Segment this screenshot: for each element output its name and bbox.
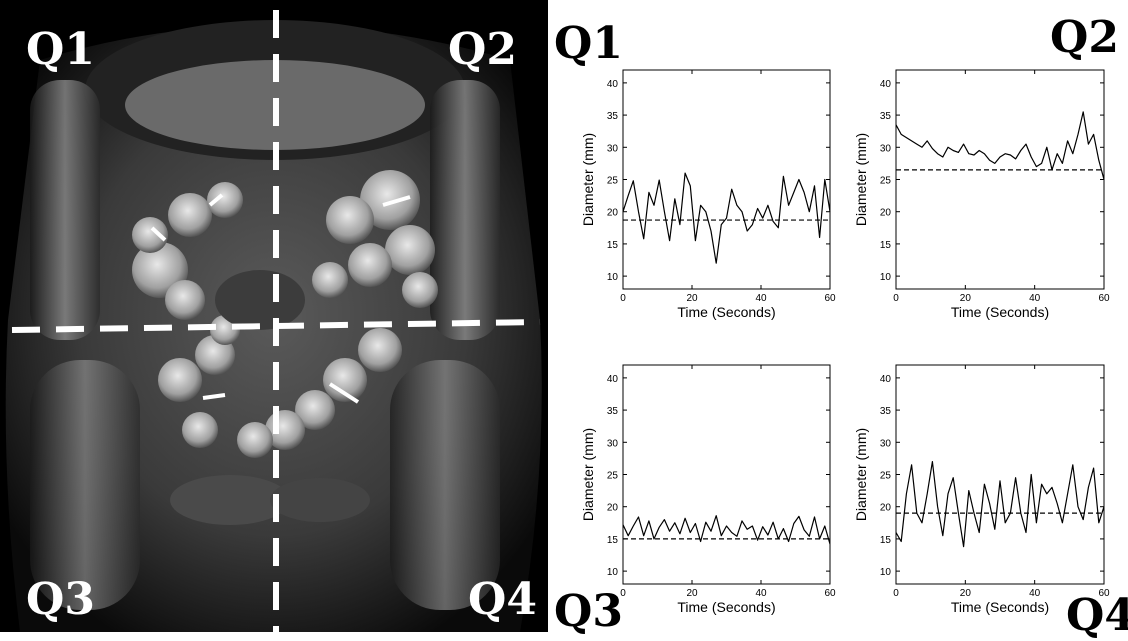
diameter-series-line — [895, 461, 1105, 548]
y-tick-label: 20 — [880, 503, 892, 514]
x-tick-label: 40 — [755, 293, 767, 304]
y-axis-label: Diameter (mm) — [580, 133, 596, 226]
chart-q3: 10 15 20 25 30 35 40 0 20 40 60 Time (Seconds) Diame… — [580, 364, 836, 615]
y-tick-label: 20 — [880, 208, 892, 219]
x-tick-label: 60 — [824, 293, 836, 304]
panel-label-q4: Q4 — [1066, 590, 1128, 641]
y-axis-label: Diameter (mm) — [853, 133, 869, 226]
y-tick-label: 25 — [607, 176, 619, 187]
y-tick-label: 35 — [607, 111, 619, 122]
y-tick-label: 35 — [880, 111, 892, 122]
x-tick-label: 20 — [960, 588, 972, 599]
y-tick-label: 30 — [880, 143, 892, 154]
y-tick-label: 40 — [607, 79, 619, 90]
panel-label-q3: Q3 — [554, 586, 623, 637]
y-tick-label: 10 — [607, 272, 619, 283]
charts-area: 10 15 20 25 30 35 40 0 20 40 60 Time (Seconds) Diame… — [580, 69, 1110, 615]
plot-frame — [895, 69, 1105, 290]
image-label-q4: Q4 — [468, 574, 537, 625]
right-lower-muscle — [390, 360, 500, 610]
y-tick-label: 25 — [880, 176, 892, 187]
x-tick-label: 60 — [1098, 293, 1110, 304]
x-tick-label: 60 — [1098, 588, 1110, 599]
x-axis-label: Time (Seconds) — [951, 304, 1049, 320]
y-tick-label: 30 — [607, 143, 619, 154]
left-muscle — [30, 80, 100, 340]
chart-q2: 10 15 20 25 30 35 40 0 20 40 60 Time (Seconds) Diame… — [853, 69, 1110, 320]
plot-frame — [622, 364, 831, 585]
x-tick-label: 20 — [686, 588, 698, 599]
left-lower-muscle — [30, 360, 140, 610]
x-tick-label: 60 — [824, 588, 836, 599]
horizontal-divider — [11, 319, 541, 333]
y-tick-label: 40 — [607, 374, 619, 385]
measurement-marks — [150, 193, 411, 404]
mri-scan-svg — [0, 0, 548, 632]
panel-label-q1: Q1 — [554, 18, 623, 69]
image-label-q3: Q3 — [26, 574, 95, 625]
y-tick-label: 15 — [607, 535, 619, 546]
chart-q4: 10 15 20 25 30 35 40 0 20 40 60 Time (Seconds) Diame… — [853, 364, 1110, 615]
plot-frame — [895, 364, 1105, 585]
x-tick-label: 0 — [620, 588, 626, 599]
diameter-series-line — [895, 111, 1105, 180]
x-axis-label: Time (Seconds) — [677, 304, 775, 320]
x-tick-label: 0 — [620, 293, 626, 304]
y-tick-label: 10 — [607, 567, 619, 578]
x-axis-label: Time (Seconds) — [951, 599, 1049, 615]
mri-image: Q1 Q2 Q3 Q4 — [0, 0, 548, 632]
panel-label-q2: Q2 — [1050, 12, 1119, 63]
diameter-series-line — [622, 172, 831, 264]
image-label-q2: Q2 — [448, 24, 517, 75]
x-tick-label: 20 — [960, 293, 972, 304]
right-muscle — [430, 80, 500, 340]
x-tick-label: 40 — [1029, 293, 1041, 304]
diameter-series-line — [622, 515, 831, 545]
y-tick-label: 15 — [607, 240, 619, 251]
y-axis-label: Diameter (mm) — [853, 428, 869, 521]
x-tick-label: 0 — [893, 293, 899, 304]
x-tick-label: 20 — [686, 293, 698, 304]
y-tick-label: 20 — [607, 208, 619, 219]
bowel-loops — [132, 170, 438, 525]
x-axis-label: Time (Seconds) — [677, 599, 775, 615]
y-axis-label: Diameter (mm) — [580, 428, 596, 521]
y-tick-label: 30 — [880, 438, 892, 449]
y-tick-label: 20 — [607, 503, 619, 514]
y-tick-label: 35 — [607, 406, 619, 417]
y-tick-label: 10 — [880, 567, 892, 578]
x-tick-label: 40 — [755, 588, 767, 599]
y-tick-label: 15 — [880, 535, 892, 546]
y-tick-label: 40 — [880, 374, 892, 385]
image-label-q1: Q1 — [26, 24, 95, 75]
y-tick-label: 25 — [607, 471, 619, 482]
y-tick-label: 35 — [880, 406, 892, 417]
y-tick-label: 10 — [880, 272, 892, 283]
y-tick-label: 15 — [880, 240, 892, 251]
y-tick-label: 25 — [880, 471, 892, 482]
y-tick-label: 40 — [880, 79, 892, 90]
x-tick-label: 0 — [893, 588, 899, 599]
chart-q1: 10 15 20 25 30 35 40 0 20 40 60 Time (Seconds) Diame… — [580, 69, 836, 320]
x-tick-label: 40 — [1029, 588, 1041, 599]
y-tick-label: 30 — [607, 438, 619, 449]
